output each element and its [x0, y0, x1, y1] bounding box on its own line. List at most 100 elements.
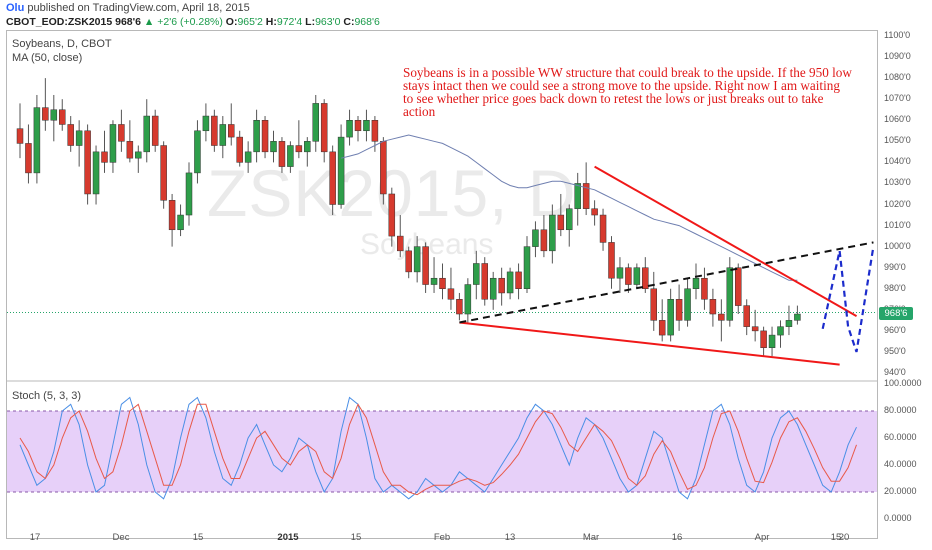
candle-body: [312, 103, 319, 142]
candle-body: [126, 141, 134, 159]
close-label: C:: [343, 16, 355, 28]
candle-body: [135, 151, 142, 159]
candle-body: [228, 124, 235, 138]
candle-body: [160, 145, 167, 201]
price-tick-label: 940'0: [884, 367, 906, 377]
candle-body: [219, 124, 227, 146]
candle-body: [67, 124, 74, 146]
price-tick-label: 1000'0: [884, 240, 911, 251]
candle-body: [236, 136, 243, 163]
price-tick-label: 1090'0: [884, 51, 911, 62]
price-tick-label: 960'0: [884, 324, 906, 335]
stoch-band: [7, 411, 877, 492]
candle-body: [371, 120, 379, 142]
time-tick-label: 15: [350, 532, 362, 543]
up-arrow-icon: ▲: [143, 16, 155, 28]
candle-body: [380, 141, 387, 195]
change-value: +2'6 (+0.28%): [157, 16, 223, 28]
candle-body: [481, 263, 488, 300]
candle-body: [16, 128, 24, 144]
candle-body: [718, 313, 725, 321]
candle-body: [658, 320, 666, 336]
price-tick-label: 1060'0: [884, 114, 911, 125]
price-tick-label: 1020'0: [884, 198, 911, 209]
author-link[interactable]: Olu: [6, 2, 25, 14]
candle-body: [608, 242, 615, 279]
candle-body: [667, 299, 674, 336]
candle-body: [743, 305, 750, 327]
red-trendline: [459, 321, 840, 366]
candle-body: [506, 271, 514, 294]
candle-body: [616, 267, 624, 279]
high-label: H:: [265, 16, 277, 28]
price-tick-label: 990'0: [884, 261, 906, 272]
publication-line: Olu published on TradingView.com, April …: [6, 2, 250, 14]
close-value: 968'6: [354, 16, 380, 28]
price-tick-label: 1070'0: [884, 93, 911, 104]
candle-body: [557, 214, 565, 231]
price-tick-label: 1050'0: [884, 135, 911, 146]
low-label: L:: [305, 16, 316, 28]
stoch-k-line: [19, 396, 857, 500]
candle-body: [633, 267, 641, 285]
time-tick-label: Mar: [582, 532, 600, 543]
price-tick-label: 1040'0: [884, 156, 911, 167]
candle-body: [422, 246, 429, 285]
candle-body: [489, 277, 497, 300]
time-tick-label: 16: [671, 532, 683, 543]
candle-body: [244, 151, 252, 163]
candle-body: [456, 299, 463, 315]
time-tick-label: Dec: [112, 532, 130, 543]
candle-body: [726, 267, 734, 321]
candle-body: [337, 136, 345, 205]
stoch-tick-label: 20.0000: [884, 486, 917, 496]
candle-body: [794, 313, 801, 321]
candle-body: [42, 107, 49, 121]
candle-body: [599, 214, 607, 243]
stoch-tick-label: 100.0000: [884, 378, 922, 388]
candle-body: [253, 120, 260, 153]
candle-body: [540, 229, 548, 252]
time-tick-label: Feb: [433, 532, 451, 543]
candle-body: [59, 109, 66, 125]
price-tick-label: 1100'0: [884, 30, 911, 40]
candle-body: [566, 208, 573, 231]
candle-body: [582, 183, 590, 209]
quote-line: CBOT_EOD:ZSK2015 968'6 ▲ +2'6 (+0.28%) O…: [6, 16, 380, 28]
chart-legend-title: Soybeans, D, CBOT: [12, 38, 112, 50]
candle-body: [675, 299, 683, 321]
candle-body: [143, 115, 150, 153]
candle-body: [304, 141, 311, 153]
price-tick-label: 980'0: [884, 282, 906, 293]
candle-body: [709, 299, 717, 315]
published-text: published on TradingView.com, April 18, …: [27, 2, 250, 14]
candle-body: [785, 320, 793, 327]
time-tick-label: 20: [838, 532, 850, 543]
candle-body: [413, 246, 421, 273]
candle-body: [439, 277, 446, 289]
candle-body: [464, 284, 472, 315]
candle-body: [684, 288, 691, 321]
ma-legend: MA (50, close): [12, 52, 83, 64]
open-value: 965'2: [237, 16, 263, 28]
candle-body: [692, 277, 700, 289]
candle-body: [397, 235, 404, 252]
candle-body: [549, 214, 556, 252]
time-tick-label: 17: [29, 532, 41, 543]
candle-body: [211, 115, 218, 146]
price-tick-label: 1010'0: [884, 219, 911, 230]
candle-body: [473, 263, 480, 285]
candle-body: [278, 141, 286, 167]
open-label: O:: [225, 16, 238, 28]
candle-body: [320, 103, 328, 153]
candle-body: [118, 124, 125, 142]
candle-body: [405, 250, 412, 273]
candle-body: [261, 120, 269, 153]
candle-body: [33, 107, 41, 174]
candle-body: [701, 277, 708, 300]
candle-body: [760, 330, 767, 348]
low-value: 963'0: [315, 16, 341, 28]
candle-body: [92, 151, 100, 195]
stoch-tick-label: 40.0000: [884, 459, 917, 469]
